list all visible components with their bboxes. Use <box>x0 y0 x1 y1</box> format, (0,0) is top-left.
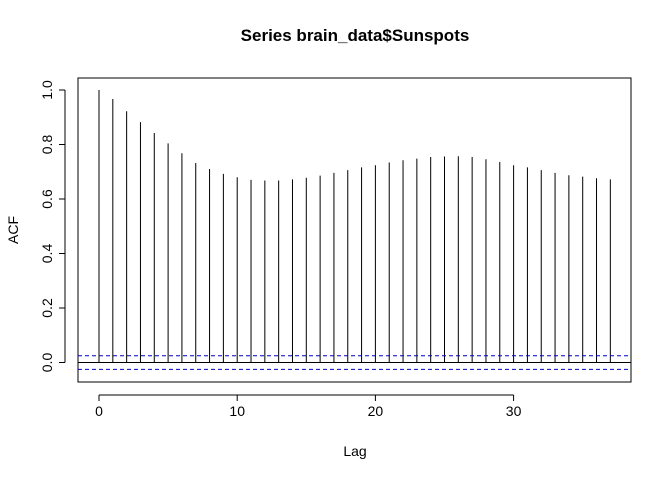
x-tick-label: 10 <box>229 403 245 419</box>
x-tick-label: 0 <box>95 403 103 419</box>
y-tick-label: 0.8 <box>39 135 55 155</box>
y-tick-label: 0.2 <box>39 298 55 318</box>
chart-title: Series brain_data$Sunspots <box>241 26 470 45</box>
x-axis: 0 10 20 30 <box>95 394 522 419</box>
x-tick-label: 20 <box>368 403 384 419</box>
reference-lines <box>78 355 631 370</box>
acf-bars <box>98 90 611 363</box>
x-axis-label: Lag <box>343 443 366 459</box>
x-tick-label: 30 <box>506 403 522 419</box>
y-tick-label: 0.6 <box>39 189 55 209</box>
y-tick-label: 1.0 <box>39 80 55 100</box>
y-axis: 0.0 0.2 0.4 0.6 0.8 1.0 <box>39 80 66 373</box>
y-tick-label: 0.4 <box>39 244 55 264</box>
plot-frame <box>77 77 632 383</box>
y-axis-label: ACF <box>5 216 21 244</box>
y-tick-label: 0.0 <box>39 353 55 373</box>
